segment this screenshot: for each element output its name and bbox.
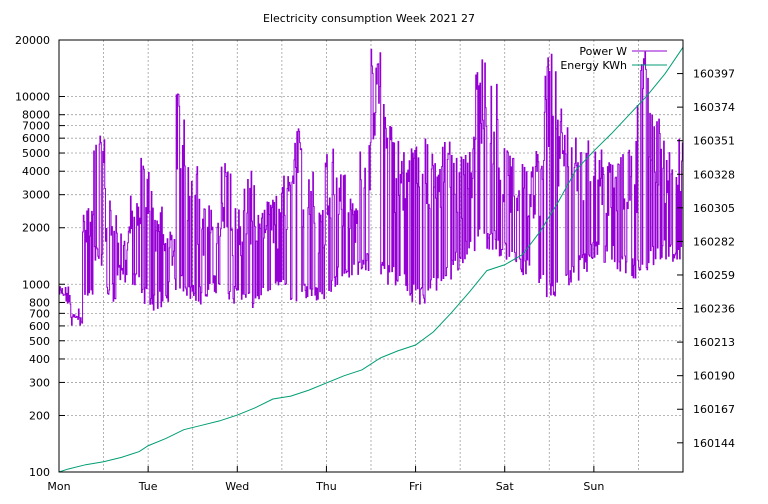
y-right-tick-label: 160259 (693, 269, 735, 282)
chart-title: Electricity consumption Week 2021 27 (263, 12, 475, 25)
energy-series-line (58, 47, 684, 473)
y-right-tick-label: 160167 (693, 403, 735, 416)
y-right-tick-label: 160328 (693, 168, 735, 181)
y-left-tick-label: 800 (29, 296, 50, 309)
power-series-line (59, 48, 684, 326)
y-right-axis: 160144 160167 160190 160213 160236 160259 1602… (677, 68, 735, 450)
y-right-tick-label: 160374 (693, 101, 735, 114)
legend-label-energy: Energy KWh (560, 59, 627, 72)
y-left-tick-label: 300 (29, 376, 50, 389)
y-right-tick-label: 160190 (693, 370, 735, 383)
x-tick-label: Sun (583, 480, 604, 493)
plot-frame (58, 39, 684, 473)
y-right-tick-label: 160351 (693, 135, 735, 148)
y-left-tick-label: 1000 (22, 278, 50, 291)
x-tick-label: Sat (496, 480, 515, 493)
legend-label-power: Power W (579, 45, 627, 58)
plot-layer (58, 47, 684, 473)
y-left-tick-label: 5000 (22, 147, 50, 160)
y-right-tick-label: 160305 (693, 202, 735, 215)
x-tick-label: Tue (138, 480, 158, 493)
y-right-tick-label: 160144 (693, 437, 735, 450)
y-left-tick-label: 20000 (15, 34, 50, 47)
y-right-tick-label: 160282 (693, 235, 735, 248)
y-left-tick-label: 200 (29, 409, 50, 422)
y-right-tick-label: 160236 (693, 303, 735, 316)
y-left-tick-label: 10000 (15, 91, 50, 104)
y-left-tick-label: 700 (29, 307, 50, 320)
y-left-tick-label: 600 (29, 320, 50, 333)
y-right-tick-label: 160213 (693, 336, 735, 349)
y-left-tick-label: 7000 (22, 120, 50, 133)
x-tick-label: Mon (47, 480, 70, 493)
x-tick-label: Fri (409, 480, 422, 493)
x-axis: Mon Tue Wed Thu Fri Sat Sun (47, 466, 684, 493)
y-left-tick-label: 500 (29, 335, 50, 348)
y-left-tick-label: 4000 (22, 165, 50, 178)
y-left-tick-label: 100 (29, 466, 50, 479)
y-left-tick-label: 3000 (22, 189, 50, 202)
y-left-tick-label: 2000 (22, 222, 50, 235)
x-tick-label: Thu (315, 480, 337, 493)
legend: Power W Energy KWh (560, 45, 667, 72)
y-left-tick-label: 400 (29, 353, 50, 366)
x-tick-label: Wed (225, 480, 249, 493)
y-left-tick-label: 6000 (22, 132, 50, 145)
y-left-tick-label: 8000 (22, 109, 50, 122)
y-right-tick-label: 160397 (693, 68, 735, 81)
